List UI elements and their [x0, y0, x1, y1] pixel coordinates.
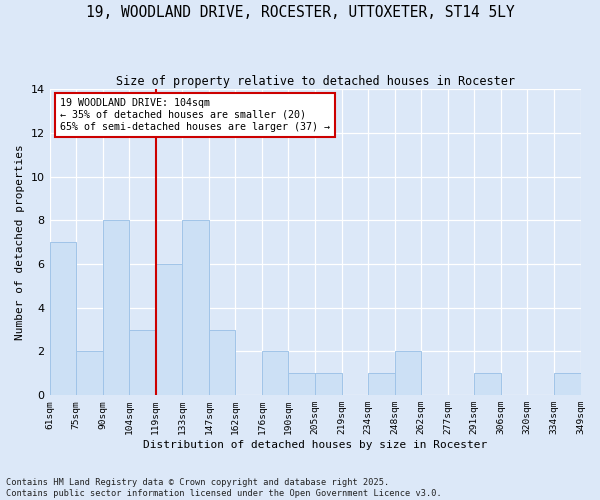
- Bar: [76, 352, 103, 395]
- Bar: [554, 373, 581, 395]
- Bar: [156, 264, 182, 395]
- Title: Size of property relative to detached houses in Rocester: Size of property relative to detached ho…: [116, 75, 515, 88]
- Bar: [262, 352, 289, 395]
- Bar: [182, 220, 209, 395]
- Bar: [103, 220, 129, 395]
- Bar: [368, 373, 395, 395]
- Bar: [50, 242, 76, 395]
- X-axis label: Distribution of detached houses by size in Rocester: Distribution of detached houses by size …: [143, 440, 487, 450]
- Bar: [315, 373, 341, 395]
- Bar: [129, 330, 156, 395]
- Bar: [395, 352, 421, 395]
- Text: Contains HM Land Registry data © Crown copyright and database right 2025.
Contai: Contains HM Land Registry data © Crown c…: [6, 478, 442, 498]
- Text: 19, WOODLAND DRIVE, ROCESTER, UTTOXETER, ST14 5LY: 19, WOODLAND DRIVE, ROCESTER, UTTOXETER,…: [86, 5, 514, 20]
- Bar: [289, 373, 315, 395]
- Text: 19 WOODLAND DRIVE: 104sqm
← 35% of detached houses are smaller (20)
65% of semi-: 19 WOODLAND DRIVE: 104sqm ← 35% of detac…: [60, 98, 330, 132]
- Y-axis label: Number of detached properties: Number of detached properties: [15, 144, 25, 340]
- Bar: [475, 373, 501, 395]
- Bar: [209, 330, 235, 395]
